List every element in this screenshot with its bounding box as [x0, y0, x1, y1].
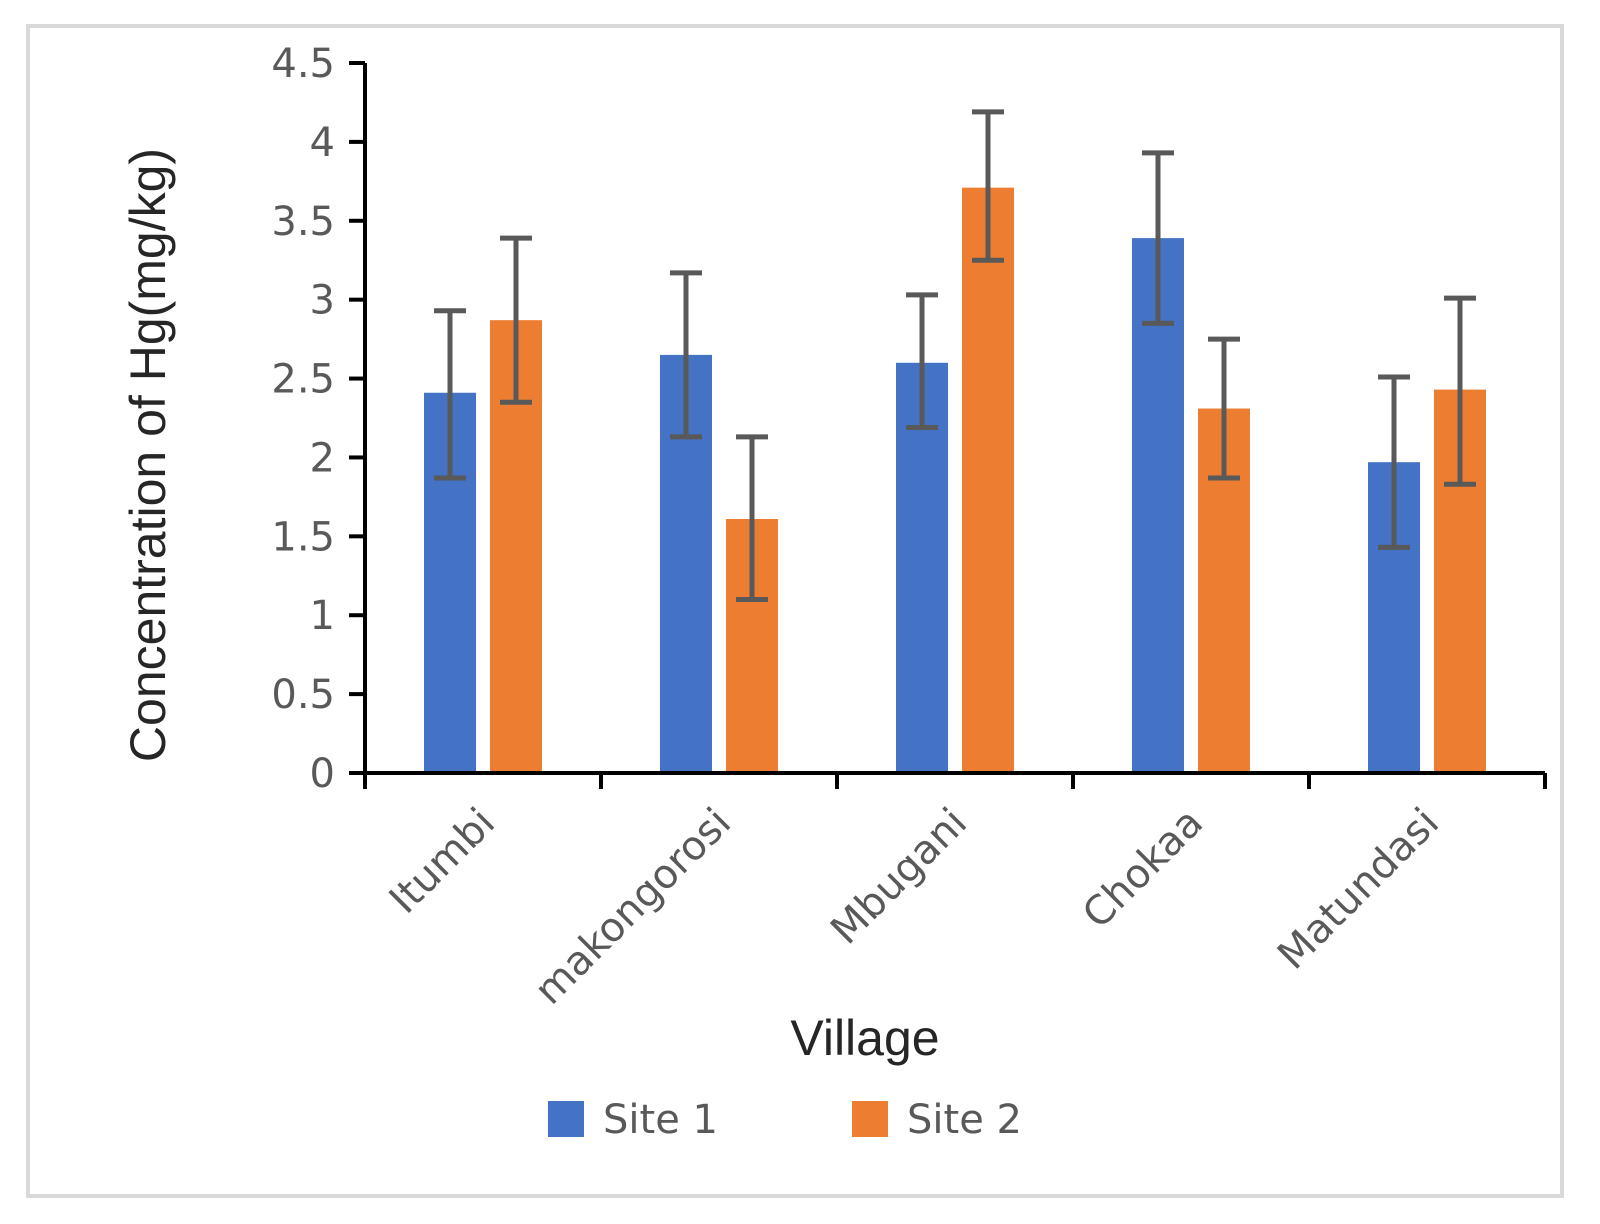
axes-group	[349, 61, 1547, 789]
legend-item-site-1: Site 1	[548, 1097, 718, 1143]
legend: Site 1 Site 2	[548, 1097, 1022, 1143]
x-tick-label-makongorosi: makongorosi	[526, 800, 740, 1014]
y-tick-label: 0.5	[271, 672, 335, 718]
bar-site-1-mbugani	[896, 362, 948, 773]
x-tick-label-matundasi: Matundasi	[1269, 800, 1448, 979]
legend-swatch	[548, 1101, 584, 1137]
error-bar-site-2-makongorosi	[736, 434, 768, 602]
y-tick-label: 3	[310, 278, 335, 324]
error-bar-site-2-itumbi	[500, 235, 532, 405]
x-tick-label-chokaa: Chokaa	[1074, 800, 1212, 938]
y-tick-label: 2	[310, 435, 335, 481]
y-tick-labels: 0 0.5 1 1.5 2 2.5 3 3.5 4 4.5	[271, 41, 335, 797]
error-bar-site-1-makongorosi	[670, 270, 702, 440]
error-bar-site-2-chokaa	[1208, 336, 1240, 481]
legend-item-site-2: Site 2	[852, 1097, 1022, 1143]
bars-group	[424, 187, 1486, 774]
y-tick-label: 2.5	[271, 357, 335, 403]
bar-site-1-chokaa	[1132, 238, 1184, 774]
x-tick-label-mbugani: Mbugani	[822, 800, 976, 954]
y-tick-label: 1	[310, 593, 335, 639]
x-axis-title: Village	[790, 1010, 939, 1066]
chart-frame	[26, 24, 1564, 1198]
y-tick-label: 4.5	[271, 41, 335, 87]
y-tick-label: 0	[310, 751, 335, 797]
y-axis-title: Concentration of Hg(mg/kg)	[120, 148, 176, 762]
legend-label: Site 1	[603, 1097, 718, 1143]
legend-label: Site 2	[907, 1097, 1022, 1143]
bar-site-2-mbugani	[962, 187, 1014, 774]
error-bar-site-1-itumbi	[434, 308, 466, 481]
legend-swatch	[852, 1101, 888, 1137]
x-tick-labels: Itumbi makongorosi Mbugani Chokaa Matundasi	[381, 800, 1448, 1014]
error-bar-site-1-chokaa	[1142, 150, 1174, 326]
y-tick-label: 1.5	[271, 514, 335, 560]
error-bar-site-1-matundasi	[1378, 374, 1410, 550]
x-tick-label-itumbi: Itumbi	[381, 800, 504, 923]
y-tick-label: 3.5	[271, 199, 335, 245]
y-tick-label: 4	[310, 120, 335, 166]
error-bar-site-1-mbugani	[906, 292, 938, 430]
error-bar-site-2-mbugani	[972, 109, 1004, 263]
error-bars-group	[434, 109, 1476, 602]
error-bar-site-2-matundasi	[1444, 295, 1476, 487]
